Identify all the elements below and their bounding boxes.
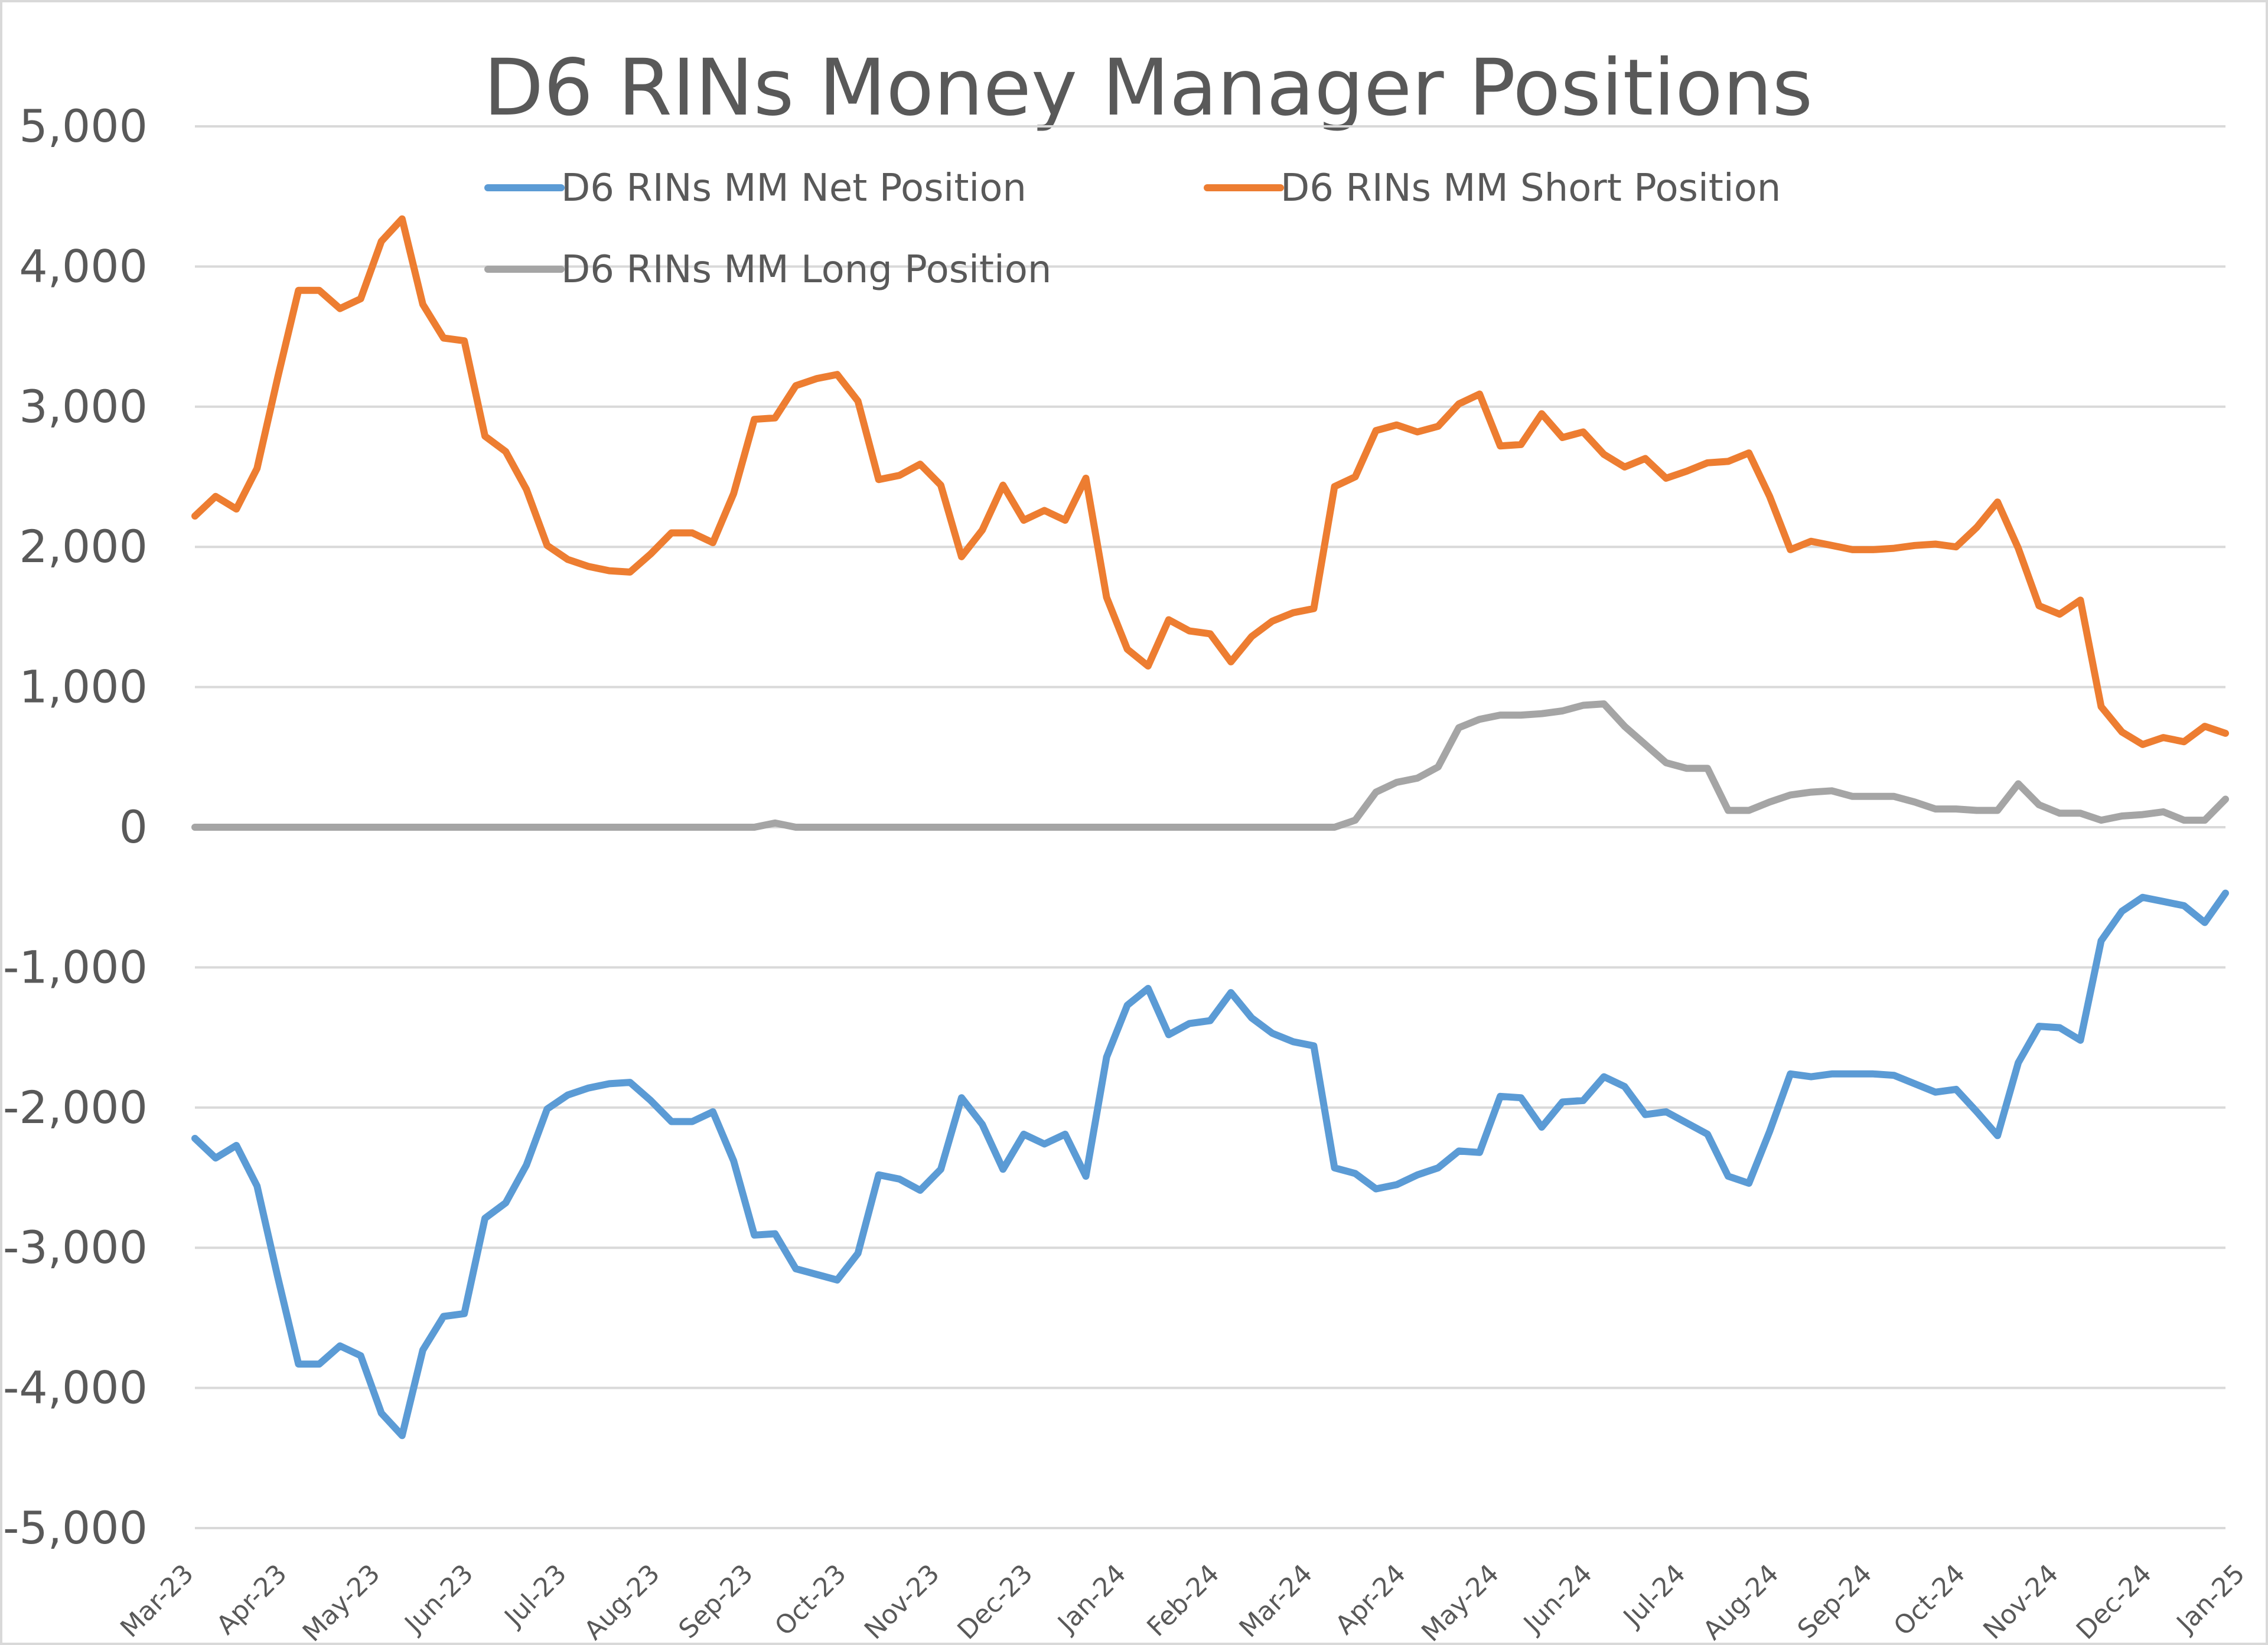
legend-label: D6 RINs MM Short Position bbox=[1280, 167, 1781, 210]
legend: D6 RINs MM Net Position D6 RINs MM Short … bbox=[484, 167, 1781, 292]
x-tick-label: Mar-23 bbox=[115, 1559, 200, 1643]
y-tick-label: 4,000 bbox=[19, 240, 148, 292]
y-tick-label: -1,000 bbox=[3, 941, 148, 993]
x-tick-label: Nov-23 bbox=[859, 1559, 946, 1643]
series-lines bbox=[191, 215, 2229, 1440]
x-tick-label: Jul-23 bbox=[498, 1559, 573, 1634]
x-tick-label: Oct-24 bbox=[1888, 1559, 1972, 1642]
x-axis-ticks: Mar-23 Apr-23 May-23 Jun-23 Jul-23 Aug-23 Sep-… bbox=[115, 1559, 2251, 1643]
x-tick-label: Dec-23 bbox=[951, 1559, 1038, 1643]
x-tick-label: Jan-25 bbox=[2170, 1559, 2251, 1640]
x-tick-label: Sep-24 bbox=[1792, 1559, 1878, 1643]
x-tick-label: Feb-24 bbox=[1141, 1559, 1225, 1643]
x-tick-label: Apr-23 bbox=[211, 1559, 293, 1641]
x-tick-label: Jun-23 bbox=[398, 1559, 480, 1640]
x-tick-label: May-23 bbox=[297, 1559, 386, 1643]
x-tick-label: Jan-24 bbox=[1051, 1559, 1132, 1640]
y-tick-label: 1,000 bbox=[19, 661, 148, 713]
y-tick-label: -2,000 bbox=[3, 1081, 148, 1134]
x-tick-label: May-24 bbox=[1416, 1559, 1505, 1643]
x-tick-label: Sep-23 bbox=[673, 1559, 759, 1643]
legend-label: D6 RINs MM Long Position bbox=[561, 248, 1051, 292]
y-tick-label: 3,000 bbox=[19, 380, 148, 433]
x-tick-label: Oct-23 bbox=[769, 1559, 852, 1642]
y-tick-label: -4,000 bbox=[3, 1362, 148, 1414]
legend-label: D6 RINs MM Net Position bbox=[561, 167, 1027, 210]
x-tick-label: Jun-24 bbox=[1517, 1559, 1598, 1640]
series-line-1 bbox=[191, 215, 2229, 748]
chart-title: D6 RINs Money Manager Positions bbox=[484, 43, 1813, 133]
y-axis-ticks: 5,000 4,000 3,000 2,000 1,000 0 -1,000 -2,000 -3… bbox=[3, 100, 148, 1554]
x-tick-label: Jul-24 bbox=[1617, 1559, 1692, 1634]
y-tick-label: 2,000 bbox=[19, 520, 148, 573]
y-tick-label: 5,000 bbox=[19, 100, 148, 152]
x-tick-label: Dec-24 bbox=[2071, 1559, 2158, 1643]
y-tick-label: -3,000 bbox=[3, 1221, 148, 1274]
y-tick-label: -5,000 bbox=[3, 1502, 148, 1554]
x-tick-label: Nov-24 bbox=[1977, 1559, 2064, 1643]
x-tick-label: Aug-23 bbox=[578, 1559, 666, 1643]
x-tick-label: Mar-24 bbox=[1234, 1559, 1319, 1643]
x-tick-label: Apr-24 bbox=[1329, 1559, 1412, 1641]
y-tick-label: 0 bbox=[119, 801, 148, 853]
series-line-0 bbox=[191, 889, 2229, 1440]
series-line-2 bbox=[191, 700, 2229, 831]
x-tick-label: Aug-24 bbox=[1697, 1559, 1785, 1643]
